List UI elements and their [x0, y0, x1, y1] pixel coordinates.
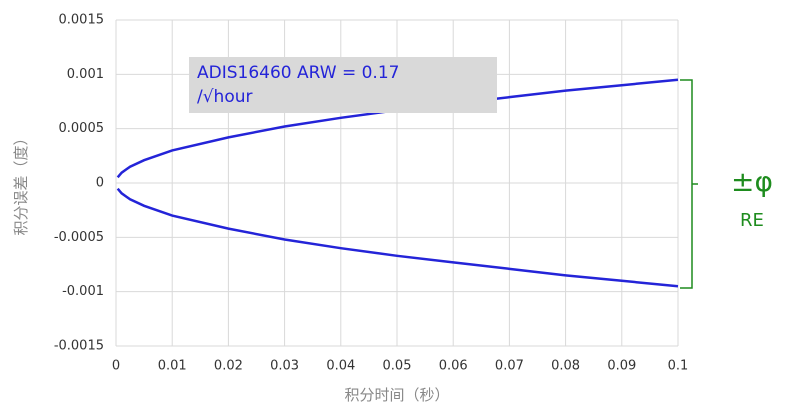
- bracket: [680, 79, 698, 289]
- x-tick-label: 0.1: [668, 359, 689, 374]
- x-tick-label: 0.04: [326, 359, 355, 374]
- x-tick-label: 0.08: [551, 359, 580, 374]
- x-tick-label: 0.06: [439, 359, 468, 374]
- x-tick-label: 0.02: [214, 359, 243, 374]
- y-tick-label: 0: [96, 176, 104, 191]
- series-line: [116, 187, 679, 288]
- y-tick-label: 0.0015: [59, 13, 105, 28]
- bracket-label: ±φ: [731, 165, 773, 198]
- y-tick-label: -0.001: [62, 284, 104, 299]
- x-tick-label: 0.01: [158, 359, 187, 374]
- y-axis-label: 积分误差（度）: [12, 130, 30, 235]
- x-tick-label: 0.07: [495, 359, 524, 374]
- y-tick-label: 0.0005: [59, 121, 105, 136]
- x-tick-label: 0: [112, 359, 120, 374]
- series-line: [116, 78, 679, 179]
- y-tick-label: -0.0005: [54, 230, 104, 245]
- annotation-text: ADIS16460 ARW = 0.17: [197, 63, 399, 83]
- x-axis-label: 积分时间（秒）: [344, 386, 449, 404]
- bracket-label: RE: [740, 210, 764, 231]
- y-tick-label: -0.0015: [54, 339, 104, 354]
- y-tick-label: 0.001: [67, 67, 104, 82]
- x-tick-label: 0.09: [607, 359, 636, 374]
- annotation-box: [189, 57, 497, 113]
- x-tick-label: 0.03: [270, 359, 299, 374]
- x-tick-label: 0.05: [383, 359, 412, 374]
- annotation-text: /√hour: [197, 87, 253, 107]
